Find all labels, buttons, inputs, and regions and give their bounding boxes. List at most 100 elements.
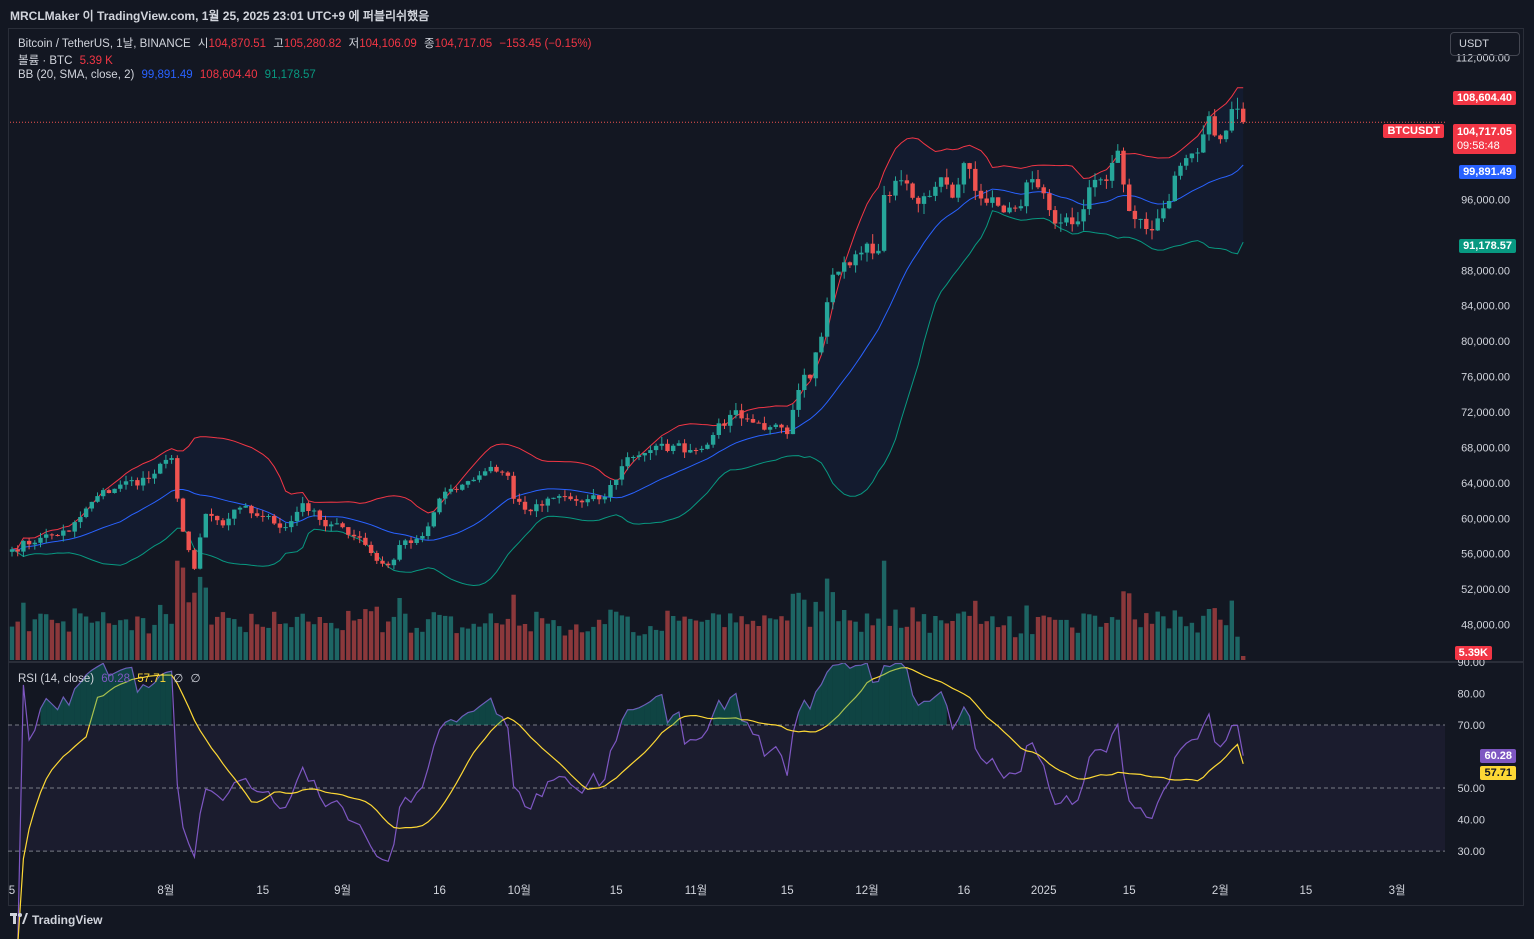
- currency-button[interactable]: USDT: [1450, 32, 1520, 56]
- volume-bar: [1058, 619, 1063, 660]
- volume-bar: [1013, 637, 1018, 660]
- volume-bar: [739, 616, 744, 660]
- rsi-overbought-fill: [821, 672, 828, 726]
- open-label: 시: [197, 38, 209, 50]
- candle-body: [517, 498, 522, 502]
- volume-bar: [505, 618, 511, 660]
- price-axis-tick: 80,000.00: [1461, 336, 1510, 348]
- candle-body: [591, 495, 596, 500]
- volume-bar: [1161, 616, 1166, 660]
- rsi-overbought-fill: [935, 691, 942, 726]
- rsi-overbought-fill: [656, 694, 662, 726]
- candle-body: [323, 520, 328, 527]
- volume-bar: [676, 620, 682, 660]
- candle-body: [636, 455, 642, 457]
- last-price: 104,717.05: [1456, 126, 1512, 138]
- volume-bar: [283, 623, 288, 660]
- volume-bar: [420, 631, 425, 660]
- volume-bar: [123, 619, 129, 660]
- volume-bar: [237, 626, 243, 660]
- volume-bar: [1064, 619, 1069, 660]
- volume-bar: [380, 632, 385, 660]
- volume-bar: [55, 623, 60, 660]
- volume-bar: [21, 602, 26, 660]
- candle-body: [745, 418, 750, 420]
- publish-info: MRCLMaker 이 TradingView.com, 1월 25, 2025…: [10, 9, 430, 23]
- candle-body: [539, 504, 545, 506]
- rsi-overbought-fill: [456, 716, 463, 726]
- candle-body: [471, 479, 476, 482]
- candle-body: [910, 183, 915, 198]
- candle-body: [460, 484, 465, 490]
- volume-bar: [608, 609, 613, 660]
- volume-bar: [921, 614, 927, 660]
- rsi-overbought-fill: [849, 665, 856, 726]
- volume-bar: [1172, 610, 1177, 660]
- volume-bar: [243, 632, 248, 660]
- volume-bar: [72, 608, 77, 660]
- candle-body: [112, 488, 117, 493]
- rsi-overbought-fill: [462, 712, 468, 726]
- candle-body: [893, 180, 898, 196]
- volume-bar: [1138, 627, 1143, 660]
- rsi-overbought-fill: [627, 709, 634, 726]
- candle-body: [557, 496, 562, 498]
- candle-body: [853, 254, 858, 266]
- volume-bar: [562, 635, 568, 660]
- open-value: 104,870.51: [208, 38, 267, 50]
- rsi-overbought-fill: [844, 662, 850, 726]
- volume-bar: [688, 618, 693, 660]
- candle-body: [106, 490, 112, 493]
- time-axis-tick: 16: [433, 885, 446, 897]
- rsi-pane: [8, 662, 1445, 939]
- volume-bar: [414, 627, 419, 660]
- candle-body: [847, 262, 853, 266]
- volume-bar: [619, 615, 625, 660]
- volume-label: 볼륨 · BTC: [18, 55, 73, 67]
- volume-bar: [933, 616, 938, 660]
- volume-bar: [1087, 614, 1092, 660]
- rsi-overbought-fill: [473, 706, 480, 726]
- volume-bar: [135, 616, 140, 660]
- rsi-overbought-fill: [479, 702, 486, 726]
- candle-body: [956, 184, 961, 198]
- last-price-label: 104,717.05 09:58:48: [1452, 124, 1516, 154]
- candle-body: [859, 252, 864, 255]
- volume-bar: [465, 628, 471, 660]
- volume-bar: [351, 620, 357, 660]
- bb-mid-price-label: 99,891.49: [1459, 165, 1516, 179]
- candle-body: [135, 480, 140, 486]
- bollinger-bands: [11, 87, 1244, 587]
- time-axis-tick: 3월: [1389, 884, 1406, 897]
- volume-bar: [642, 634, 647, 660]
- volume-bar: [699, 621, 704, 660]
- candle-body: [574, 499, 579, 501]
- volume-bar: [334, 628, 340, 660]
- candle-body: [870, 243, 875, 254]
- candle-body: [1235, 108, 1240, 110]
- time-axis-tick: 5: [9, 885, 15, 897]
- candle-body: [32, 542, 37, 545]
- volume-bar: [1149, 623, 1155, 660]
- candle-body: [1172, 175, 1177, 201]
- bb-mid-value: 99,891.49: [141, 69, 193, 81]
- legend-bb: BB (20, SMA, close, 2) 99,891.49 108,604…: [18, 69, 320, 81]
- volume-bar: [625, 616, 630, 660]
- rsi-overbought-fill: [57, 697, 64, 726]
- candle-body: [995, 197, 1001, 206]
- rsi-overbought-fill: [958, 706, 964, 726]
- candle-body: [249, 505, 254, 514]
- volume-bar: [881, 560, 887, 660]
- candle-body: [648, 450, 653, 453]
- candle-body: [1007, 207, 1012, 213]
- candle-body: [237, 507, 243, 510]
- candle-body: [1013, 207, 1018, 209]
- volume-bar: [790, 593, 796, 660]
- candle-body: [420, 536, 425, 539]
- candle-body: [408, 540, 414, 543]
- candle-body: [631, 457, 636, 458]
- candle-body: [568, 496, 573, 500]
- rsi-overbought-fill: [450, 719, 457, 726]
- candle-body: [1161, 208, 1166, 219]
